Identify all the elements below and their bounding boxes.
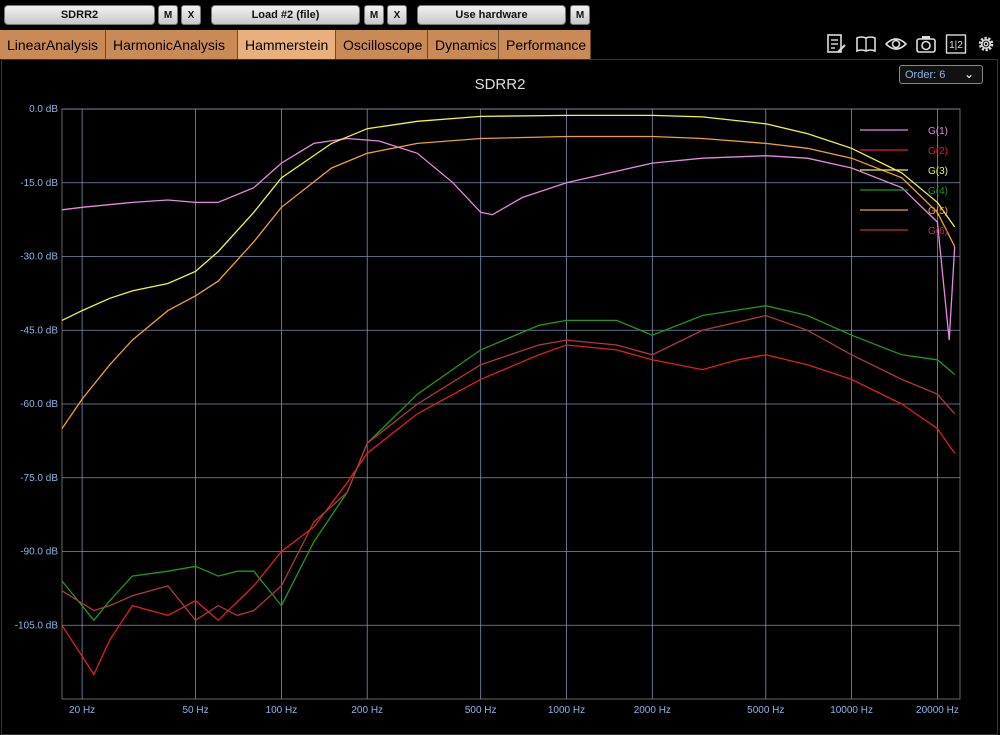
series-line-6 — [61, 314, 956, 622]
book-icon[interactable] — [854, 32, 878, 56]
legend-label-1: G(1) — [928, 126, 948, 137]
legend-label-6: G(6) — [928, 226, 948, 237]
y-tick-label: 0.0 dB — [29, 104, 58, 115]
notes-icon[interactable] — [824, 32, 848, 56]
tab-harmonic-analysis[interactable]: HarmonicAnalysis — [106, 30, 238, 59]
tab-bar: LinearAnalysis HarmonicAnalysis Hammerst… — [0, 30, 591, 59]
tab-dynamics[interactable]: Dynamics — [428, 30, 499, 59]
load-file-button[interactable]: Load #2 (file) — [211, 5, 360, 25]
legend-label-3: G(3) — [928, 166, 948, 177]
series-line-5 — [61, 135, 956, 429]
x-tick-label: 5000 Hz — [747, 705, 784, 716]
legend-label-4: G(4) — [928, 186, 948, 197]
eye-icon[interactable] — [884, 32, 908, 56]
toolbar-icons: 1|2 — [824, 32, 998, 56]
x-tick-label: 20000 Hz — [916, 705, 959, 716]
device-select-button[interactable]: SDRR2 — [4, 5, 155, 25]
y-tick-label: -105.0 dB — [15, 620, 59, 631]
mute-button-3[interactable]: M — [570, 5, 590, 25]
mute-button-2[interactable]: M — [364, 5, 384, 25]
split-view-icon[interactable]: 1|2 — [944, 32, 968, 56]
x-tick-label: 50 Hz — [183, 705, 209, 716]
x-tick-label: 10000 Hz — [830, 705, 873, 716]
series-line-1 — [61, 137, 956, 341]
y-tick-label: -90.0 dB — [20, 547, 58, 558]
camera-icon[interactable] — [914, 32, 938, 56]
x-tick-label: 1000 Hz — [548, 705, 585, 716]
toolbar: SDRR2 M X Load #2 (file) M X Use hardwar… — [0, 0, 1000, 30]
chevron-down-icon: ⌄ — [963, 67, 974, 81]
y-tick-label: -30.0 dB — [20, 252, 58, 263]
x-tick-label: 100 Hz — [266, 705, 298, 716]
x-tick-label: 20 Hz — [69, 705, 95, 716]
chart-title: SDRR2 — [474, 76, 526, 93]
order-select-label: Order: 6 — [905, 68, 946, 81]
series-line-2 — [61, 344, 956, 676]
y-tick-label: -75.0 dB — [20, 473, 58, 484]
y-tick-label: -15.0 dB — [20, 178, 58, 189]
use-hardware-button[interactable]: Use hardware — [417, 5, 566, 25]
series-line-4 — [61, 305, 956, 622]
tab-oscilloscope[interactable]: Oscilloscope — [336, 30, 428, 59]
series-line-3 — [61, 114, 956, 321]
y-tick-label: -45.0 dB — [20, 325, 58, 336]
legend-label-2: G(2) — [928, 146, 948, 157]
close-button-2[interactable]: X — [387, 5, 407, 25]
tab-hammerstein[interactable]: Hammerstein — [238, 30, 336, 59]
tab-performance[interactable]: Performance — [499, 30, 591, 59]
tab-linear-analysis[interactable]: LinearAnalysis — [0, 30, 106, 59]
split-view-text: 1|2 — [949, 40, 963, 51]
x-tick-label: 500 Hz — [465, 705, 497, 716]
order-select[interactable]: Order: 6 ⌄ — [899, 65, 983, 84]
close-button-1[interactable]: X — [181, 5, 201, 25]
y-tick-label: -60.0 dB — [20, 399, 58, 410]
mute-button-1[interactable]: M — [158, 5, 178, 25]
x-tick-label: 200 Hz — [351, 705, 383, 716]
x-tick-label: 2000 Hz — [634, 705, 671, 716]
legend-label-5: G(5) — [928, 206, 948, 217]
gear-icon[interactable] — [974, 32, 998, 56]
